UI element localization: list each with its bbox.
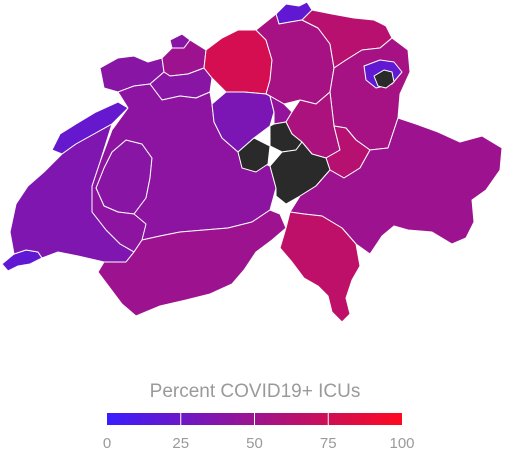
canton-TI[interactable] <box>279 211 361 323</box>
canton-LU[interactable] <box>211 91 275 153</box>
canton-VD[interactable] <box>9 123 135 263</box>
cantons-layer <box>1 1 503 323</box>
legend-title: Percent COVID19+ ICUs <box>150 381 361 402</box>
canton-OW[interactable] <box>237 137 271 173</box>
canton-AG[interactable] <box>203 29 273 95</box>
legend-tick-label: 0 <box>103 435 111 451</box>
legend-ticks: 0 25 50 75 100 <box>103 413 415 452</box>
legend-tick-label: 50 <box>246 435 263 451</box>
legend-tick-label: 25 <box>172 435 189 451</box>
legend-tick-label: 100 <box>389 435 414 451</box>
legend-tick-label: 75 <box>320 435 337 451</box>
canton-AI[interactable] <box>373 69 395 89</box>
canton-VS[interactable] <box>97 209 287 317</box>
legend: Percent COVID19+ ICUs 0 25 50 75 100 <box>103 381 415 452</box>
canton-GE[interactable] <box>1 249 43 272</box>
